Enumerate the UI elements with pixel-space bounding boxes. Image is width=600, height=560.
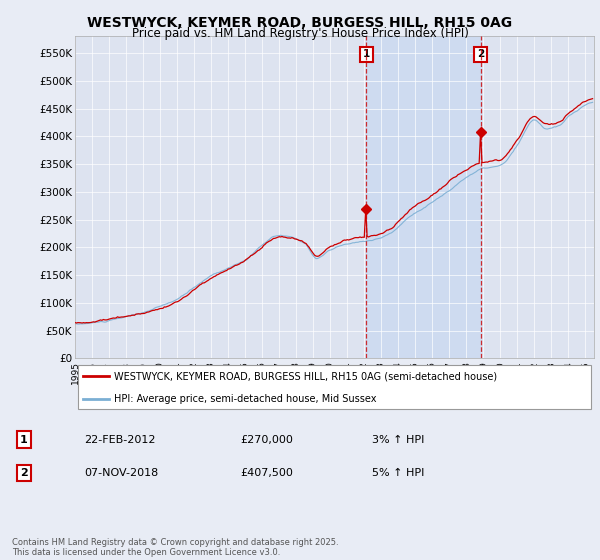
Text: 5% ↑ HPI: 5% ↑ HPI <box>372 468 424 478</box>
Text: 07-NOV-2018: 07-NOV-2018 <box>84 468 158 478</box>
Text: 1: 1 <box>20 435 28 445</box>
Text: HPI: Average price, semi-detached house, Mid Sussex: HPI: Average price, semi-detached house,… <box>114 394 376 404</box>
Bar <box>367 36 481 358</box>
Text: 2: 2 <box>20 468 28 478</box>
FancyBboxPatch shape <box>77 365 592 409</box>
Text: 1: 1 <box>362 49 370 59</box>
Text: 2: 2 <box>477 49 484 59</box>
Text: £407,500: £407,500 <box>240 468 293 478</box>
Text: Contains HM Land Registry data © Crown copyright and database right 2025.
This d: Contains HM Land Registry data © Crown c… <box>12 538 338 557</box>
Text: WESTWYCK, KEYMER ROAD, BURGESS HILL, RH15 0AG (semi-detached house): WESTWYCK, KEYMER ROAD, BURGESS HILL, RH1… <box>114 371 497 381</box>
Text: £270,000: £270,000 <box>240 435 293 445</box>
Text: Price paid vs. HM Land Registry's House Price Index (HPI): Price paid vs. HM Land Registry's House … <box>131 27 469 40</box>
Text: 3% ↑ HPI: 3% ↑ HPI <box>372 435 424 445</box>
Text: WESTWYCK, KEYMER ROAD, BURGESS HILL, RH15 0AG: WESTWYCK, KEYMER ROAD, BURGESS HILL, RH1… <box>88 16 512 30</box>
Text: 22-FEB-2012: 22-FEB-2012 <box>84 435 155 445</box>
